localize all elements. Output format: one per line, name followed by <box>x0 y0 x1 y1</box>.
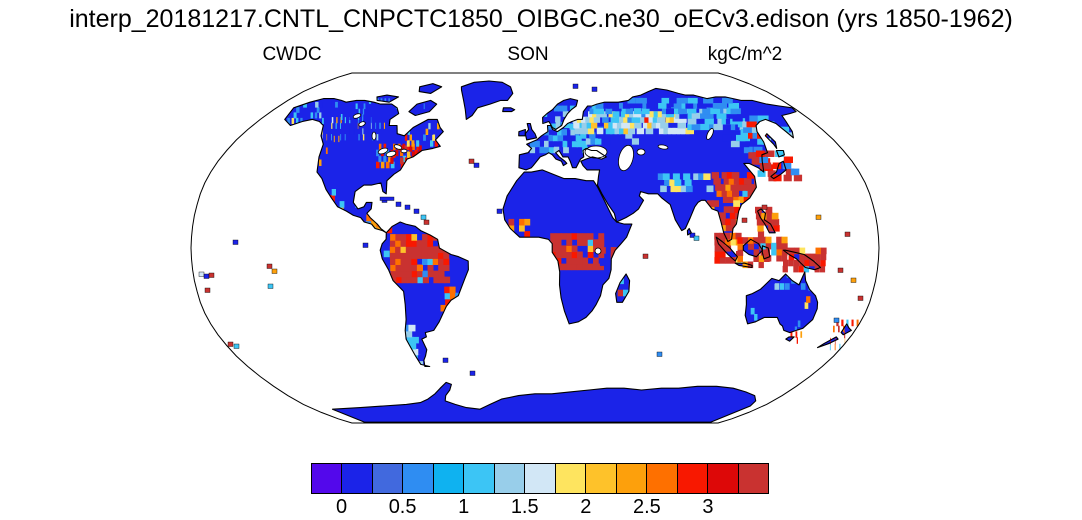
colorbar-tick-label: 1.5 <box>510 496 539 518</box>
colorbar-cell <box>616 464 648 493</box>
colorbar-cell <box>312 464 343 493</box>
colorbar-cell <box>464 464 495 493</box>
variable-label: CWDC <box>262 44 322 65</box>
coastlines <box>284 80 852 423</box>
colorbar-cell <box>403 464 434 493</box>
colorbar-cell <box>677 464 709 493</box>
colorbar-tick-label: 1 <box>458 496 470 518</box>
lakes <box>352 113 714 255</box>
colorbar-tick-label: 0.5 <box>388 496 417 518</box>
colorbar-cell <box>525 464 556 493</box>
colorbar-cell <box>586 464 617 493</box>
colorbar-cell <box>738 464 769 493</box>
colorbar-tick-label: 2 <box>580 496 592 518</box>
colorbar-tick-label: 0 <box>335 496 348 518</box>
colorbar-cell <box>433 464 465 493</box>
colorbar-cell <box>494 464 526 493</box>
map-outline <box>190 72 880 424</box>
island-pixels <box>198 83 864 376</box>
plot-title: interp_20181217.CNTL_CNPCTC1850_OIBGC.ne… <box>69 5 1013 33</box>
colorbar <box>311 463 769 494</box>
season-label: SON <box>507 44 549 65</box>
colorbar-cell <box>342 464 373 493</box>
colorbar-cell <box>708 464 739 493</box>
colorbar-cell <box>647 464 678 493</box>
colorbar-cell <box>372 464 404 493</box>
colorbar-cell <box>555 464 587 493</box>
colorbar-tick-label: 2.5 <box>632 496 661 518</box>
world-map <box>190 72 880 424</box>
colorbar-tick-label: 3 <box>702 496 714 518</box>
units-label: kgC/m^2 <box>707 44 783 65</box>
